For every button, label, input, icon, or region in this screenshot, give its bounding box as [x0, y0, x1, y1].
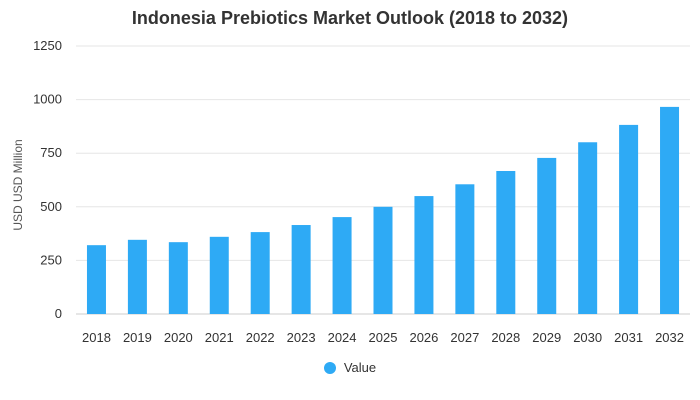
bar[interactable]	[619, 124, 639, 314]
y-tick-label: 250	[40, 252, 62, 267]
bar[interactable]	[291, 225, 311, 314]
x-tick-label: 2020	[164, 330, 193, 345]
x-tick-label: 2029	[532, 330, 561, 345]
bar[interactable]	[537, 157, 557, 314]
x-tick-label: 2030	[573, 330, 602, 345]
x-tick-label: 2027	[450, 330, 479, 345]
bar[interactable]	[455, 184, 475, 314]
legend-marker	[323, 361, 336, 374]
bar[interactable]	[127, 239, 147, 314]
x-tick-label: 2031	[614, 330, 643, 345]
bar[interactable]	[660, 106, 680, 314]
bar[interactable]	[332, 217, 352, 314]
x-tick-label: 2028	[491, 330, 520, 345]
bars	[86, 106, 680, 314]
y-tick-labels: 0 250 500 750 1000 1250	[33, 38, 62, 321]
x-tick-label: 2023	[287, 330, 316, 345]
x-tick-labels: 2018 2019 2020 2021 2022 2023 2024 2025 2026 2027…	[82, 330, 684, 345]
chart-title: Indonesia Prebiotics Market Outlook (201…	[131, 8, 569, 28]
x-tick-label: 2024	[328, 330, 357, 345]
y-tick-label: 1000	[33, 92, 62, 107]
legend-label: Value	[343, 360, 377, 375]
bar[interactable]	[496, 170, 516, 314]
y-axis-label: USD USD Million	[11, 139, 25, 230]
bar[interactable]	[168, 242, 188, 314]
bar[interactable]	[209, 236, 229, 314]
x-tick-label: 2018	[82, 330, 111, 345]
bar[interactable]	[373, 206, 393, 314]
bar[interactable]	[578, 142, 598, 314]
bar[interactable]	[86, 245, 106, 314]
x-tick-label: 2021	[205, 330, 234, 345]
x-tick-label: 2022	[246, 330, 275, 345]
y-tick-label: 750	[40, 145, 62, 160]
y-tick-label: 500	[40, 199, 62, 214]
x-tick-label: 2019	[123, 330, 152, 345]
x-tick-label: 2025	[369, 330, 398, 345]
legend: Value	[0, 360, 700, 375]
bar[interactable]	[250, 232, 270, 314]
y-tick-label: 1250	[33, 38, 62, 53]
x-tick-label: 2026	[409, 330, 438, 345]
x-tick-label: 2032	[655, 330, 684, 345]
y-tick-label: 0	[55, 306, 62, 321]
bar[interactable]	[414, 196, 434, 314]
